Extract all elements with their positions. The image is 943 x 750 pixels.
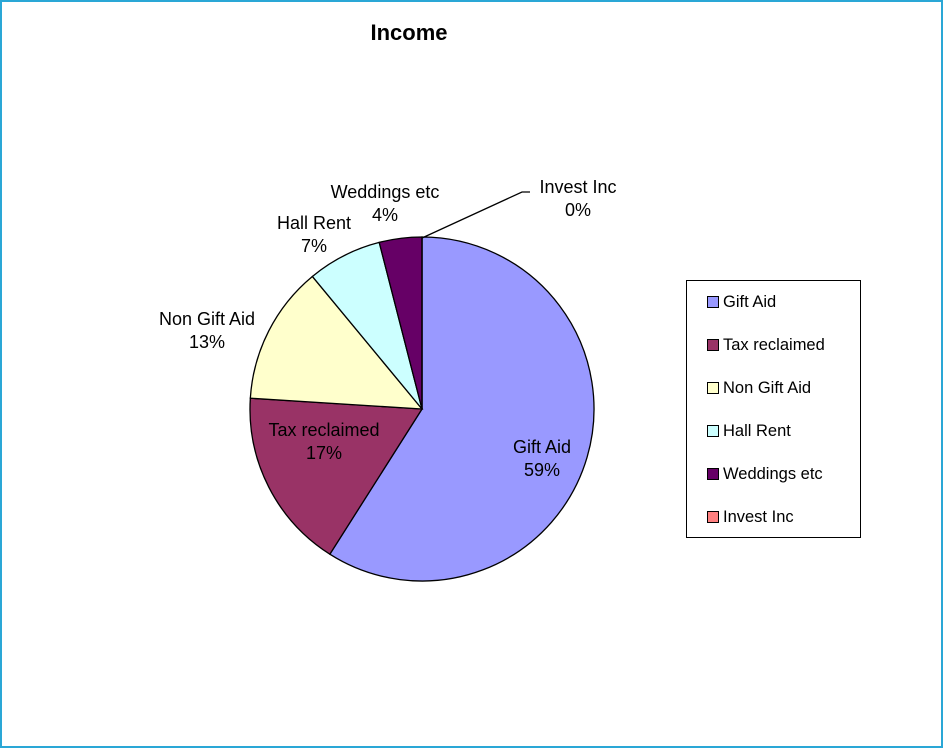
slice-pct-non-gift-aid: 13% — [189, 332, 225, 352]
legend-swatch-non-gift-aid — [707, 382, 719, 394]
slice-pct-gift-aid: 59% — [524, 460, 560, 480]
slice-pct-hall-rent: 7% — [301, 236, 327, 256]
pie-slice-gift-aid — [328, 236, 595, 582]
legend-label-gift-aid: Gift Aid — [723, 293, 777, 311]
slice-pct-weddings-etc: 4% — [372, 205, 398, 225]
legend-item-hall-rent: Hall Rent — [707, 420, 791, 442]
legend-swatch-tax-reclaimed — [707, 339, 719, 351]
slice-label-non-gift-aid: Non Gift Aid — [159, 309, 255, 329]
legend-item-invest-inc: Invest Inc — [707, 506, 794, 528]
legend-item-non-gift-aid: Non Gift Aid — [707, 377, 811, 399]
leader-line-invest-inc — [421, 191, 530, 239]
slice-label-hall-rent: Hall Rent — [277, 213, 351, 233]
legend: Gift Aid Tax reclaimed Non Gift Aid Hall Re… — [686, 280, 861, 538]
legend-label-hall-rent: Hall Rent — [723, 422, 791, 440]
legend-label-invest-inc: Invest Inc — [723, 508, 794, 526]
slice-label-invest-inc: Invest Inc — [539, 177, 616, 197]
legend-swatch-weddings-etc — [707, 468, 719, 480]
legend-swatch-gift-aid — [707, 296, 719, 308]
legend-label-tax-reclaimed: Tax reclaimed — [723, 336, 825, 354]
slice-label-weddings-etc: Weddings etc — [331, 182, 440, 202]
legend-swatch-hall-rent — [707, 425, 719, 437]
chart-title: Income — [370, 20, 448, 45]
legend-item-tax-reclaimed: Tax reclaimed — [707, 334, 825, 356]
slice-pct-tax-reclaimed: 17% — [306, 443, 342, 463]
legend-label-non-gift-aid: Non Gift Aid — [723, 379, 812, 397]
legend-item-weddings-etc: Weddings etc — [707, 463, 823, 485]
legend-label-weddings-etc: Weddings etc — [723, 465, 823, 483]
pie-slice-non-gift-aid — [249, 275, 424, 410]
pie-slice-tax-reclaimed — [249, 397, 424, 556]
slice-pct-invest-inc: 0% — [565, 200, 591, 220]
slice-label-tax-reclaimed: Tax reclaimed — [268, 420, 379, 440]
legend-item-gift-aid: Gift Aid — [707, 291, 776, 313]
legend-swatch-invest-inc — [707, 511, 719, 523]
slice-label-gift-aid: Gift Aid — [513, 437, 571, 457]
